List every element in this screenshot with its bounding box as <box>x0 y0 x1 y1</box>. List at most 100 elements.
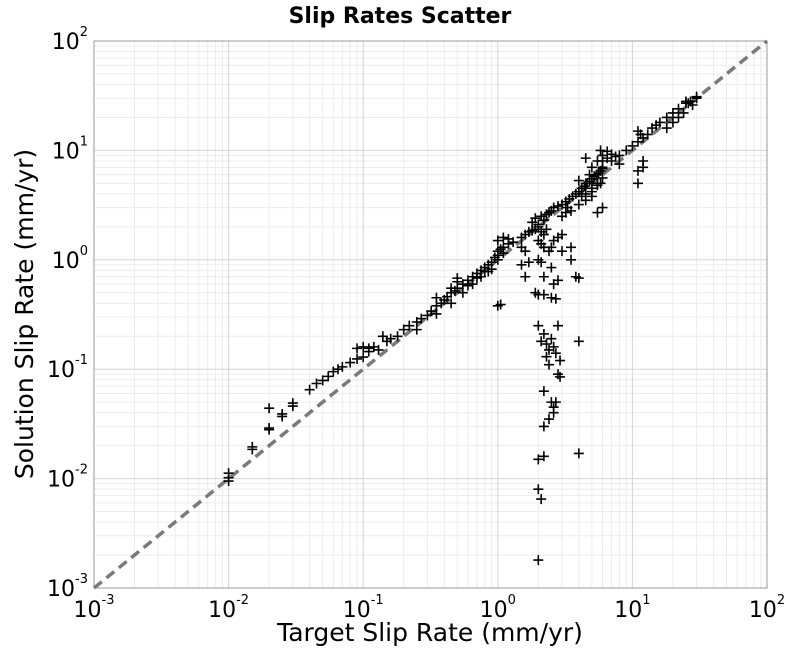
data-point <box>597 150 608 161</box>
data-point <box>632 165 643 176</box>
data-point <box>538 386 549 397</box>
x-tick-label: 10-2 <box>208 593 249 623</box>
data-point <box>592 156 603 167</box>
data-point <box>661 112 672 123</box>
data-point <box>543 359 554 370</box>
data-point <box>358 352 369 363</box>
data-point <box>691 91 702 102</box>
y-tick-label: 102 <box>52 25 88 55</box>
data-point <box>557 246 568 257</box>
data-point <box>546 242 557 253</box>
data-point <box>632 136 643 147</box>
y-tick-label: 10-2 <box>47 463 88 493</box>
data-point <box>411 324 422 335</box>
data-point <box>479 266 490 277</box>
data-point <box>533 484 544 495</box>
y-tick-label: 10-3 <box>47 572 88 602</box>
data-point <box>555 355 566 366</box>
data-point <box>683 98 694 109</box>
data-point <box>597 202 608 213</box>
data-point <box>687 100 698 111</box>
data-point <box>586 162 597 173</box>
y-tick-labels: 10-3 10-2 10-1 100 101 102 <box>47 25 88 602</box>
data-point <box>597 172 608 183</box>
data-point <box>377 331 388 342</box>
data-point <box>404 320 415 331</box>
y-tick-label: 100 <box>52 244 88 274</box>
data-point <box>680 96 691 107</box>
data-point <box>621 145 632 156</box>
x-tick-label: 102 <box>749 593 785 623</box>
data-point <box>548 407 559 418</box>
data-point <box>548 279 559 290</box>
data-point <box>573 199 584 210</box>
data-point <box>548 341 559 352</box>
data-point <box>311 378 322 389</box>
data-point <box>471 273 482 284</box>
data-point <box>520 271 531 282</box>
data-point <box>352 343 363 354</box>
data-point <box>536 257 547 268</box>
data-point <box>345 357 356 368</box>
data-point <box>416 313 427 324</box>
x-axis-label: Target Slip Rate (mm/yr) <box>276 618 583 647</box>
data-point <box>498 232 509 243</box>
data-point <box>426 306 437 317</box>
data-point <box>446 298 457 309</box>
data-point <box>678 107 689 118</box>
data-point <box>495 299 506 310</box>
data-point <box>586 191 597 202</box>
data-point <box>667 107 678 118</box>
data-point <box>264 403 275 414</box>
data-point <box>398 324 409 335</box>
data-point <box>638 162 649 173</box>
data-point <box>333 364 344 375</box>
data-point <box>541 338 552 349</box>
data-point <box>538 215 549 226</box>
data-point <box>498 242 509 253</box>
data-point <box>516 259 527 270</box>
data-point <box>550 293 561 304</box>
data-point <box>431 308 442 319</box>
y-axis-label: Solution Slip Rate (mm/yr) <box>10 149 39 479</box>
data-point <box>580 195 591 206</box>
data-point <box>546 292 557 303</box>
data-point <box>595 145 606 156</box>
data-point <box>614 159 625 170</box>
data-point <box>667 117 678 128</box>
data-point <box>541 351 552 362</box>
data-point <box>543 414 554 425</box>
data-point <box>337 361 348 372</box>
data-point <box>223 468 234 479</box>
data-point <box>536 494 547 505</box>
data-point <box>566 205 577 216</box>
data-point <box>555 371 566 382</box>
data-point <box>462 280 473 291</box>
data-point <box>543 207 554 218</box>
data-point <box>538 271 549 282</box>
data-point <box>566 242 577 253</box>
data-point <box>523 257 534 268</box>
data-point <box>533 555 544 566</box>
data-points <box>223 91 702 566</box>
data-point <box>486 264 497 275</box>
data-point <box>533 219 544 230</box>
x-tick-labels: 10-3 10-2 10-1 100 101 102 <box>74 593 786 623</box>
data-point <box>573 273 584 284</box>
grid <box>93 40 768 589</box>
data-point <box>541 224 552 235</box>
data-point <box>546 333 557 344</box>
data-point <box>533 320 544 331</box>
data-point <box>635 129 646 140</box>
data-point <box>328 366 339 377</box>
data-point <box>264 423 275 434</box>
data-point <box>557 229 568 240</box>
data-point <box>584 169 595 180</box>
chart-title: Slip Rates Scatter <box>289 4 512 29</box>
data-point <box>530 213 541 224</box>
data-point <box>673 103 684 114</box>
y-tick-label: 101 <box>52 134 88 164</box>
data-point <box>323 371 334 382</box>
data-point <box>536 336 547 347</box>
